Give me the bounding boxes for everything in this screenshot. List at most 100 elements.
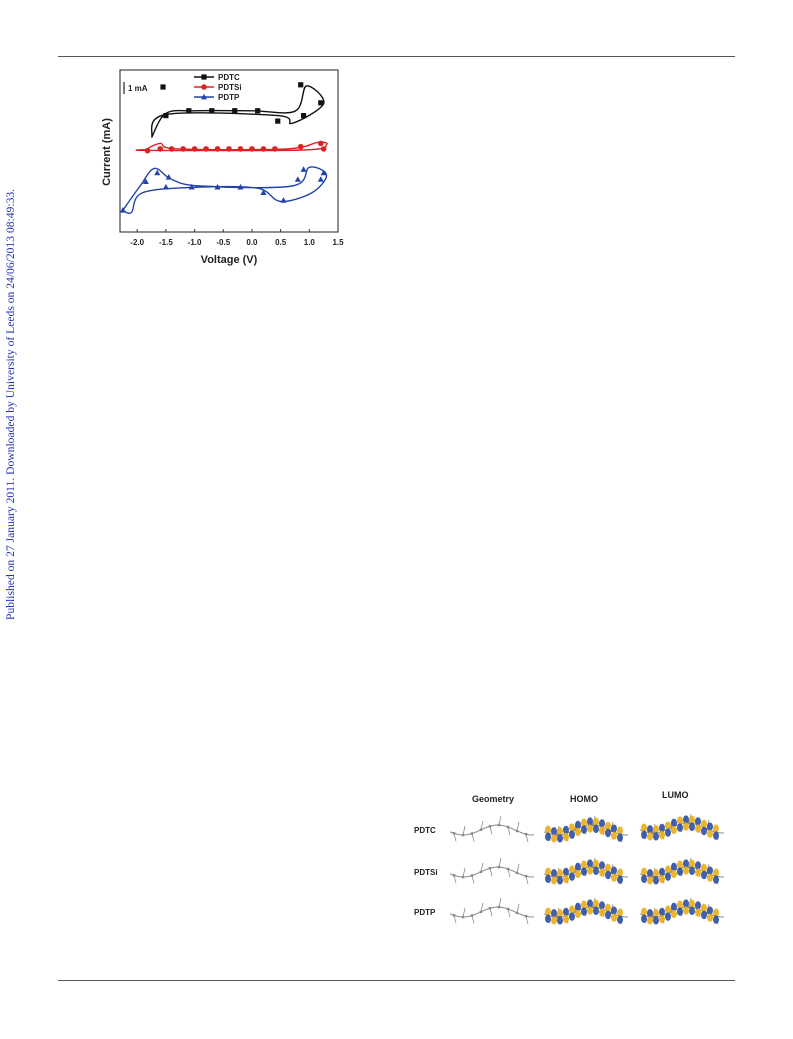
lumo-orbital-pdtc xyxy=(639,813,725,841)
atom xyxy=(479,870,483,874)
atom xyxy=(452,831,456,835)
data-point-pdtc xyxy=(163,113,169,119)
side-chain xyxy=(480,862,484,872)
data-point-pdtc xyxy=(318,100,324,106)
orbital-lobe xyxy=(671,825,677,835)
legend-item-pdtsi: PDTSi xyxy=(194,83,242,92)
orbital-lobe xyxy=(665,821,671,830)
orbital-lobe xyxy=(545,874,551,884)
orbital-lobe xyxy=(545,867,551,877)
orbital-lobe xyxy=(575,909,581,919)
orbital-lobe xyxy=(569,905,575,914)
atom xyxy=(461,833,465,837)
orbital-lobe xyxy=(563,907,569,917)
legend-item-pdtp: PDTP xyxy=(194,93,240,102)
orbital-lobe xyxy=(683,906,689,915)
orbital-lobe xyxy=(575,869,581,879)
data-point-pdtp xyxy=(188,183,195,190)
orbital-lobe xyxy=(659,867,665,877)
side-chain xyxy=(498,857,502,868)
orbital-lobe xyxy=(701,819,707,829)
orbital-lobe xyxy=(707,906,713,915)
data-point-pdtp xyxy=(294,176,301,182)
atom xyxy=(524,914,528,918)
atom xyxy=(488,866,492,870)
x-axis-label: Voltage (V) xyxy=(201,254,258,266)
orbital-lobe xyxy=(659,823,665,833)
y-axis-label: Current (mA) xyxy=(101,118,113,186)
data-point-pdtp xyxy=(162,183,169,190)
orbital-lobe xyxy=(605,863,611,873)
x-tick-label: -1.0 xyxy=(188,238,202,247)
side-chain xyxy=(480,820,484,830)
orbital-lobe xyxy=(695,901,701,910)
orbital-lobe xyxy=(575,862,581,872)
orbital-lobe xyxy=(671,818,677,828)
geometry-structure-pdtp xyxy=(449,897,535,925)
orbital-lobe xyxy=(551,909,557,918)
orbital-lobe xyxy=(605,821,611,831)
data-point-pdtsi xyxy=(260,146,267,152)
data-point-pdtp xyxy=(142,178,149,184)
orbital-lobe xyxy=(617,908,623,917)
data-point-pdtc xyxy=(275,118,281,124)
x-tick-label: -0.5 xyxy=(216,238,230,247)
orbital-lobe xyxy=(611,866,617,875)
legend-marker-pdtsi xyxy=(201,84,207,90)
orbital-lobe xyxy=(665,912,671,921)
data-point-pdtsi xyxy=(168,146,175,152)
legend-marker-pdtc xyxy=(201,74,207,80)
row-label-pdtc: PDTC xyxy=(414,826,436,835)
orbital-lobe xyxy=(587,866,593,875)
orbital-lobe xyxy=(617,875,623,884)
x-tick-label: 1.0 xyxy=(304,238,316,247)
lumo-orbital-pdtp xyxy=(639,897,725,925)
orbital-lobe xyxy=(701,826,707,836)
side-chain xyxy=(480,902,484,912)
lumo-orbital-pdtsi xyxy=(639,857,725,885)
x-tick-label: 1.5 xyxy=(332,238,344,247)
orbital-lobe xyxy=(647,876,653,885)
orbital-lobe xyxy=(701,863,707,873)
side-chain xyxy=(498,897,502,908)
data-point-pdtsi xyxy=(320,146,327,152)
orbital-lobe xyxy=(695,824,701,833)
orbital-lobe xyxy=(545,832,551,842)
data-point-pdtsi xyxy=(226,146,232,152)
orbital-lobe xyxy=(587,817,593,826)
orbital-lobe xyxy=(713,875,719,884)
orbital-lobe xyxy=(677,860,683,869)
homo-orbital-pdtp xyxy=(543,897,629,925)
column-header-geometry: Geometry xyxy=(472,794,515,804)
atom xyxy=(524,874,528,878)
atom xyxy=(452,873,456,877)
orbital-lobe xyxy=(659,830,665,840)
scale-bar: 1 mA xyxy=(123,82,148,94)
orbital-lobe xyxy=(599,868,605,877)
orbital-lobe xyxy=(593,906,599,916)
data-point-pdtc xyxy=(160,84,166,90)
orbital-lobe xyxy=(671,869,677,879)
orbital-lobe xyxy=(701,910,707,920)
data-point-pdtc xyxy=(255,108,261,114)
orbital-lobe xyxy=(575,827,581,837)
orbital-lobe xyxy=(617,915,623,924)
data-point-pdtsi xyxy=(214,146,221,152)
orbital-lobe xyxy=(695,868,701,877)
footer-rule xyxy=(58,980,735,981)
data-point-pdtp xyxy=(280,197,287,203)
data-point-pdtc xyxy=(298,82,304,88)
orbital-lobe xyxy=(683,822,689,831)
atom xyxy=(497,865,501,869)
download-notice: Published on 27 January 2011. Downloaded… xyxy=(4,188,17,620)
orbital-lobe xyxy=(659,874,665,884)
orbital-lobe xyxy=(545,914,551,924)
orbital-lobe xyxy=(707,866,713,875)
orbital-lobe xyxy=(683,866,689,875)
orbital-lobe xyxy=(683,815,689,824)
orbital-lobe xyxy=(641,830,647,840)
orbital-lobe xyxy=(569,823,575,832)
orbital-lobe xyxy=(689,822,695,832)
